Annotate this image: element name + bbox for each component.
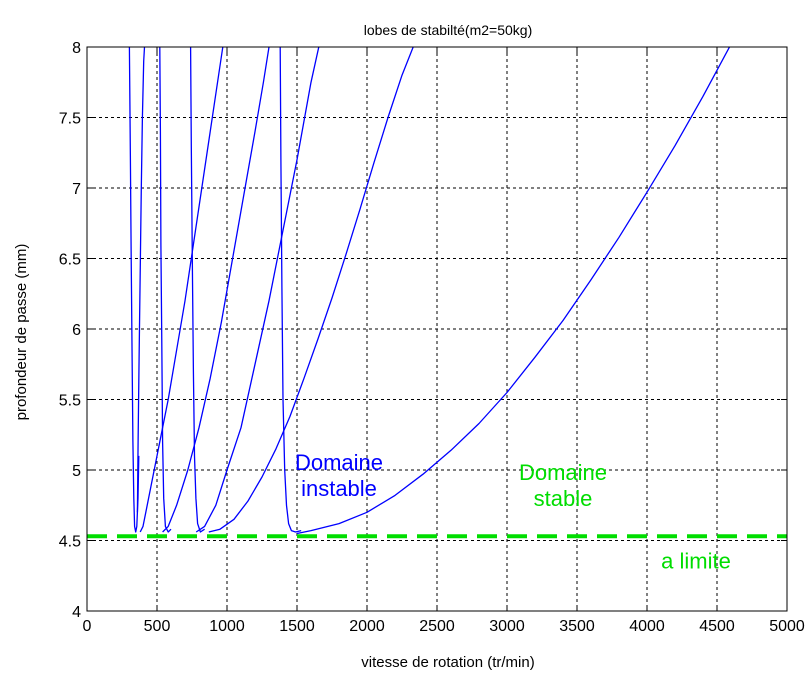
annotation-line: instable — [301, 476, 377, 501]
lobe-curve-1 — [128, 47, 140, 533]
x-tick-label: 500 — [144, 618, 171, 635]
series-group — [128, 47, 731, 535]
annotation-1: Domaine instable — [295, 450, 383, 501]
annotation-3: a limite — [661, 549, 731, 574]
x-tick-label: 4500 — [699, 618, 735, 635]
lobe-curve-6 — [162, 47, 270, 533]
y-tick-label: 8 — [72, 40, 81, 57]
annotation-line: Domaine — [295, 450, 383, 475]
x-tick-label: 2000 — [349, 618, 385, 635]
x-axis-label: vitesse de rotation (tr/min) — [361, 654, 534, 671]
tick-labels: 0 500 1000 1500 2000 2500 3000 3500 4000 4500 5000… — [59, 40, 805, 635]
x-tick-label: 5000 — [769, 618, 805, 635]
x-tick-label: 3500 — [559, 618, 595, 635]
x-tick-label: 3000 — [489, 618, 525, 635]
x-tick-label: 2500 — [419, 618, 455, 635]
y-tick-label: 7 — [72, 181, 81, 198]
annotation-line: stable — [534, 486, 593, 511]
annotation-line: Domaine — [519, 460, 607, 485]
annotation-2: Domaine stable — [519, 460, 607, 511]
axis-ticks — [86, 46, 788, 612]
y-tick-label: 6 — [72, 322, 81, 339]
annotation-line: a limite — [661, 549, 731, 574]
chart-title: lobes de stabilté(m2=50kg) — [364, 22, 533, 38]
lobe-curve-2 — [136, 47, 146, 513]
y-tick-label: 7.5 — [59, 111, 81, 128]
lobe-curve-7 — [279, 47, 302, 533]
x-tick-label: 1000 — [209, 618, 245, 635]
lobe-curve-10 — [296, 47, 731, 535]
y-tick-label: 5.5 — [59, 393, 81, 410]
lobe-curve-4 — [139, 47, 224, 533]
lobe-curve-8 — [195, 47, 320, 533]
lobe-curve-9 — [208, 47, 414, 533]
y-tick-label: 4 — [72, 604, 81, 621]
x-tick-label: 4000 — [629, 618, 665, 635]
y-tick-label: 5 — [72, 463, 81, 480]
y-tick-label: 6.5 — [59, 252, 81, 269]
y-axis-label: profondeur de passe (mm) — [13, 244, 30, 421]
x-tick-label: 0 — [83, 618, 92, 635]
lobe-curve-3 — [159, 47, 172, 533]
x-tick-label: 1500 — [279, 618, 315, 635]
grid — [87, 47, 787, 611]
y-tick-label: 4.5 — [59, 534, 81, 551]
